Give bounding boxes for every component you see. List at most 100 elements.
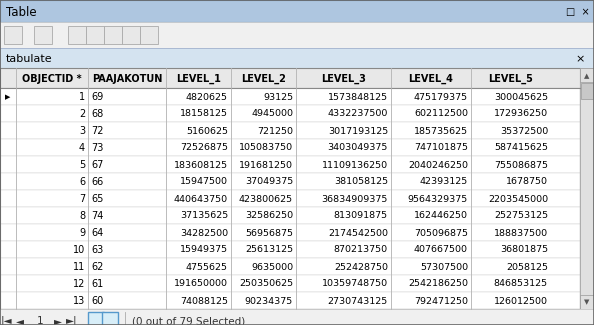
- Bar: [0, 139, 580, 156]
- Text: 755086875: 755086875: [494, 161, 548, 170]
- Text: ▶: ▶: [5, 94, 11, 100]
- Text: ▲: ▲: [584, 73, 590, 79]
- Text: 74: 74: [91, 211, 103, 221]
- Text: 72: 72: [91, 126, 103, 136]
- Text: LEVEL_1: LEVEL_1: [176, 74, 221, 84]
- Bar: [88, 312, 104, 325]
- Bar: [140, 26, 158, 44]
- Text: 61: 61: [91, 279, 103, 289]
- Text: 2: 2: [79, 109, 85, 119]
- Text: 1: 1: [37, 316, 43, 325]
- Text: ▼: ▼: [584, 299, 590, 305]
- Text: 792471250: 792471250: [414, 296, 468, 306]
- Text: 73: 73: [91, 143, 103, 153]
- Text: 32586250: 32586250: [245, 212, 293, 220]
- Text: 407667500: 407667500: [414, 245, 468, 254]
- Text: LEVEL_4: LEVEL_4: [409, 74, 453, 84]
- Text: 5: 5: [79, 160, 85, 170]
- Text: 6: 6: [79, 177, 85, 187]
- Bar: [580, 68, 594, 82]
- Text: 8: 8: [79, 211, 85, 221]
- Text: 602112500: 602112500: [414, 110, 468, 119]
- Text: 381058125: 381058125: [334, 177, 388, 187]
- Text: 90234375: 90234375: [245, 296, 293, 306]
- Text: 172936250: 172936250: [494, 110, 548, 119]
- Text: 9635000: 9635000: [251, 263, 293, 271]
- Text: 2174542500: 2174542500: [328, 228, 388, 238]
- Text: 252753125: 252753125: [494, 212, 548, 220]
- Text: 42393125: 42393125: [420, 177, 468, 187]
- Text: 3: 3: [79, 126, 85, 136]
- Bar: [580, 295, 594, 309]
- Text: 2730743125: 2730743125: [328, 296, 388, 306]
- Text: LEVEL_3: LEVEL_3: [321, 74, 366, 84]
- Text: 870213750: 870213750: [334, 245, 388, 254]
- Bar: [0, 173, 580, 190]
- Text: 4: 4: [79, 143, 85, 153]
- Text: 35372500: 35372500: [500, 126, 548, 136]
- Text: ×: ×: [576, 54, 584, 64]
- Text: 188837500: 188837500: [494, 228, 548, 238]
- Text: 440643750: 440643750: [174, 194, 228, 203]
- Bar: [0, 275, 580, 292]
- Text: 63: 63: [91, 245, 103, 255]
- Text: 721250: 721250: [257, 126, 293, 136]
- Text: 105083750: 105083750: [239, 144, 293, 152]
- Text: 4755625: 4755625: [186, 263, 228, 271]
- Text: 10359748750: 10359748750: [322, 280, 388, 289]
- Text: 813091875: 813091875: [334, 212, 388, 220]
- Text: 15947500: 15947500: [180, 177, 228, 187]
- Text: 191681250: 191681250: [239, 161, 293, 170]
- Bar: [0, 207, 580, 224]
- Text: 705096875: 705096875: [414, 228, 468, 238]
- Bar: [0, 105, 580, 122]
- Text: 4820625: 4820625: [186, 93, 228, 101]
- Text: 11109136250: 11109136250: [322, 161, 388, 170]
- Text: 67: 67: [91, 160, 103, 170]
- Text: 34282500: 34282500: [180, 228, 228, 238]
- Text: 475179375: 475179375: [414, 93, 468, 101]
- Bar: [0, 241, 580, 258]
- Text: |◄: |◄: [0, 316, 12, 325]
- Text: 36834909375: 36834909375: [321, 194, 388, 203]
- Text: 68: 68: [91, 109, 103, 119]
- Bar: [34, 26, 52, 44]
- Bar: [580, 68, 594, 309]
- Bar: [0, 258, 580, 275]
- Text: tabulate: tabulate: [6, 54, 53, 64]
- Text: ►|: ►|: [66, 316, 78, 325]
- Bar: [0, 292, 580, 309]
- Text: 66: 66: [91, 177, 103, 187]
- Text: 4945000: 4945000: [251, 110, 293, 119]
- Text: 5160625: 5160625: [186, 126, 228, 136]
- Text: 126012500: 126012500: [494, 296, 548, 306]
- Text: LEVEL_5: LEVEL_5: [488, 74, 533, 84]
- Text: 15949375: 15949375: [180, 245, 228, 254]
- Text: 74088125: 74088125: [180, 296, 228, 306]
- Text: 64: 64: [91, 228, 103, 238]
- Text: 2542186250: 2542186250: [408, 280, 468, 289]
- Bar: [0, 224, 580, 241]
- Bar: [86, 26, 104, 44]
- Text: 57307500: 57307500: [420, 263, 468, 271]
- Bar: [0, 122, 580, 139]
- Bar: [0, 156, 580, 173]
- Text: PAAJAKOTUN: PAAJAKOTUN: [92, 74, 162, 84]
- Bar: [0, 88, 580, 105]
- Text: 747101875: 747101875: [414, 144, 468, 152]
- Text: 846853125: 846853125: [494, 280, 548, 289]
- Text: 9: 9: [79, 228, 85, 238]
- Text: 69: 69: [91, 92, 103, 102]
- Text: 72526875: 72526875: [180, 144, 228, 152]
- Text: 191650000: 191650000: [174, 280, 228, 289]
- Text: 1678750: 1678750: [506, 177, 548, 187]
- Text: 183608125: 183608125: [174, 161, 228, 170]
- Text: 36801875: 36801875: [500, 245, 548, 254]
- Text: 185735625: 185735625: [414, 126, 468, 136]
- Bar: [0, 48, 594, 68]
- Text: 18158125: 18158125: [180, 110, 228, 119]
- Text: ►: ►: [54, 316, 62, 325]
- Text: 62: 62: [91, 262, 103, 272]
- Bar: [4, 26, 22, 44]
- Text: 37135625: 37135625: [180, 212, 228, 220]
